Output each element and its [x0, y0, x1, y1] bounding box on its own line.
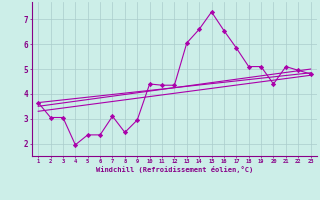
X-axis label: Windchill (Refroidissement éolien,°C): Windchill (Refroidissement éolien,°C): [96, 166, 253, 173]
